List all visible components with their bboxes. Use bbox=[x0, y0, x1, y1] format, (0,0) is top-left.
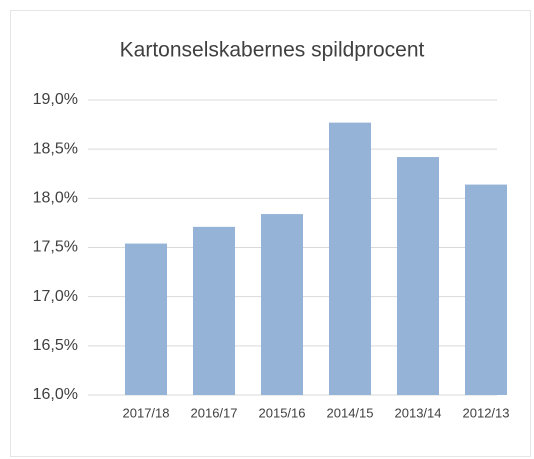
y-tick-label: 16,0% bbox=[33, 386, 78, 403]
chart-title: Kartonselskabernes spildprocent bbox=[120, 39, 425, 62]
x-tick-label: 2014/15 bbox=[327, 405, 374, 420]
bar bbox=[329, 122, 371, 395]
x-tick-label: 2017/18 bbox=[123, 405, 170, 420]
y-tick-label: 18,5% bbox=[33, 140, 78, 157]
bar bbox=[397, 157, 439, 395]
y-tick-label: 18,0% bbox=[33, 190, 78, 207]
bar bbox=[125, 243, 167, 395]
bar bbox=[465, 184, 507, 395]
bar bbox=[193, 226, 235, 395]
x-tick-label: 2013/14 bbox=[395, 405, 442, 420]
y-tick-label: 16,5% bbox=[33, 337, 78, 354]
y-tick-label: 19,0% bbox=[33, 91, 78, 108]
x-tick-label: 2015/16 bbox=[259, 405, 306, 420]
x-tick-label: 2016/17 bbox=[191, 405, 238, 420]
y-tick-label: 17,5% bbox=[33, 239, 78, 256]
y-tick-label: 17,0% bbox=[33, 288, 78, 305]
x-tick-label: 2012/13 bbox=[463, 405, 510, 420]
bar bbox=[261, 214, 303, 395]
